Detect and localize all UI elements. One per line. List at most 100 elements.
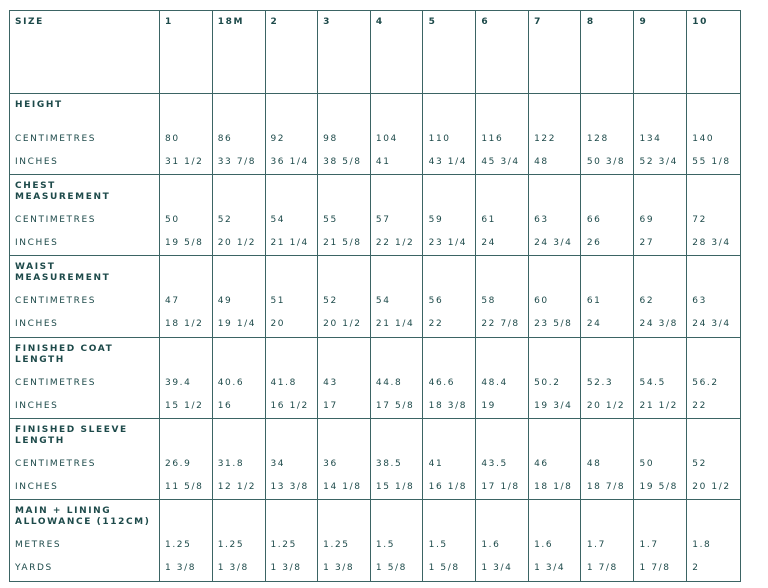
value-cell: 48.4 <box>481 377 508 388</box>
value-cell: 50 3/8 <box>586 157 626 168</box>
value-cell: 1.7 <box>639 539 659 550</box>
value-cell: 36 1/4 <box>270 157 309 168</box>
value-cell: 24 3/8 <box>639 319 678 330</box>
value-cell: 1.5 <box>375 539 396 550</box>
section-title: FINISHED SLEEVE LENGTH <box>15 424 128 446</box>
value-cell: 1 3/8 <box>323 562 355 573</box>
section-title: FINISHED COAT LENGTH <box>15 343 114 365</box>
value-cell: 18 1/8 <box>534 481 573 492</box>
value-cell: 1.25 <box>270 539 297 550</box>
value-cell: 140 <box>692 134 715 145</box>
column-divider <box>422 11 424 581</box>
value-cell: 20 1/2 <box>586 400 626 411</box>
section: CHEST MEASUREMENT CENTIMETRES 50 52 54 55 57 59… <box>10 174 740 255</box>
header-cell: 10 <box>692 17 708 27</box>
value-cell: 52 3/4 <box>639 157 678 168</box>
value-cell: 19 5/8 <box>165 238 204 249</box>
value-cell: 31 1/2 <box>165 157 204 168</box>
value-cell: 63 <box>692 296 707 307</box>
value-cell: 26.9 <box>165 458 192 469</box>
column-divider <box>580 11 582 581</box>
value-cell: 19 1/4 <box>217 319 257 330</box>
section-title: CHEST MEASUREMENT <box>15 181 111 203</box>
value-cell: 1 3/4 <box>481 562 513 573</box>
value-cell: 50 <box>165 215 180 226</box>
row-label: CENTIMETRES <box>15 458 97 469</box>
row-label: METRES <box>15 539 62 550</box>
value-cell: 1.8 <box>692 539 712 550</box>
value-cell: 38.5 <box>375 458 403 469</box>
value-cell: 1 3/8 <box>217 562 249 573</box>
value-cell: 1 7/8 <box>586 562 618 573</box>
value-cell: 1 3/8 <box>165 562 197 573</box>
column-divider <box>317 11 319 581</box>
value-cell: 52 <box>217 215 233 226</box>
value-cell: 43 1/4 <box>428 157 468 168</box>
row-label: CENTIMETRES <box>15 377 97 388</box>
value-cell: 1.6 <box>481 539 501 550</box>
value-cell: 61 <box>481 215 497 226</box>
value-cell: 24 <box>481 238 497 249</box>
section: WAIST MEASUREMENT CENTIMETRES 47 49 51 52 54 56… <box>10 255 740 336</box>
row-label: INCHES <box>15 319 59 330</box>
value-cell: 20 1/2 <box>323 319 362 330</box>
value-cell: 86 <box>217 134 233 145</box>
header-cell: 3 <box>323 17 332 27</box>
value-cell: 33 7/8 <box>217 157 257 168</box>
value-cell: 1 5/8 <box>428 562 460 573</box>
value-cell: 50 <box>639 458 655 469</box>
value-cell: 39.4 <box>165 377 192 388</box>
value-cell: 1 3/8 <box>270 562 302 573</box>
value-cell: 1 7/8 <box>639 562 671 573</box>
value-cell: 48 <box>586 458 602 469</box>
value-cell: 43 <box>323 377 338 388</box>
section-title: WAIST MEASUREMENT <box>15 262 111 284</box>
column-divider <box>211 11 213 581</box>
header-row: SIZE 1 18M 2 3 4 5 6 7 8 9 10 <box>10 11 740 93</box>
value-cell: 18 3/8 <box>428 400 468 411</box>
value-cell: 21 5/8 <box>323 238 362 249</box>
value-cell: 52 <box>323 296 338 307</box>
value-cell: 27 <box>639 238 655 249</box>
value-cell: 15 1/2 <box>165 400 204 411</box>
row-label: CENTIMETRES <box>15 215 97 226</box>
column-divider <box>527 11 529 581</box>
value-cell: 47 <box>165 296 180 307</box>
value-cell: 18 1/2 <box>165 319 204 330</box>
value-cell: 61 <box>586 296 602 307</box>
value-cell: 19 5/8 <box>639 481 678 492</box>
value-cell: 23 5/8 <box>534 319 573 330</box>
section-title: MAIN + LINING ALLOWANCE (112CM) <box>15 505 151 527</box>
value-cell: 19 3/4 <box>534 400 573 411</box>
value-cell: 46 <box>534 458 549 469</box>
value-cell: 43.5 <box>481 458 508 469</box>
value-cell: 1 5/8 <box>375 562 407 573</box>
value-cell: 17 5/8 <box>375 400 415 411</box>
value-cell: 36 <box>323 458 338 469</box>
value-cell: 1.7 <box>586 539 606 550</box>
column-divider <box>685 11 687 581</box>
column-divider <box>264 11 266 581</box>
column-divider <box>369 11 371 581</box>
value-cell: 110 <box>428 134 451 145</box>
value-cell: 44.8 <box>375 377 403 388</box>
value-cell: 52.3 <box>586 377 614 388</box>
value-cell: 59 <box>428 215 444 226</box>
value-cell: 11 5/8 <box>165 481 204 492</box>
section-title: HEIGHT <box>15 100 63 110</box>
section: FINISHED COAT LENGTH CENTIMETRES 39.4 40.6 4… <box>10 336 740 418</box>
section: HEIGHT CENTIMETRES 80 86 92 98 104 110 116 122 128… <box>10 93 740 174</box>
value-cell: 50.2 <box>534 377 561 388</box>
value-cell: 26 <box>586 238 602 249</box>
value-cell: 49 <box>217 296 233 307</box>
row-label: CENTIMETRES <box>15 296 97 307</box>
column-divider <box>475 11 477 581</box>
value-cell: 20 <box>270 319 286 330</box>
value-cell: 41.8 <box>270 377 297 388</box>
value-cell: 92 <box>270 134 286 145</box>
value-cell: 104 <box>375 134 398 145</box>
row-label: INCHES <box>15 157 59 168</box>
value-cell: 2 <box>692 562 700 573</box>
value-cell: 22 7/8 <box>481 319 520 330</box>
